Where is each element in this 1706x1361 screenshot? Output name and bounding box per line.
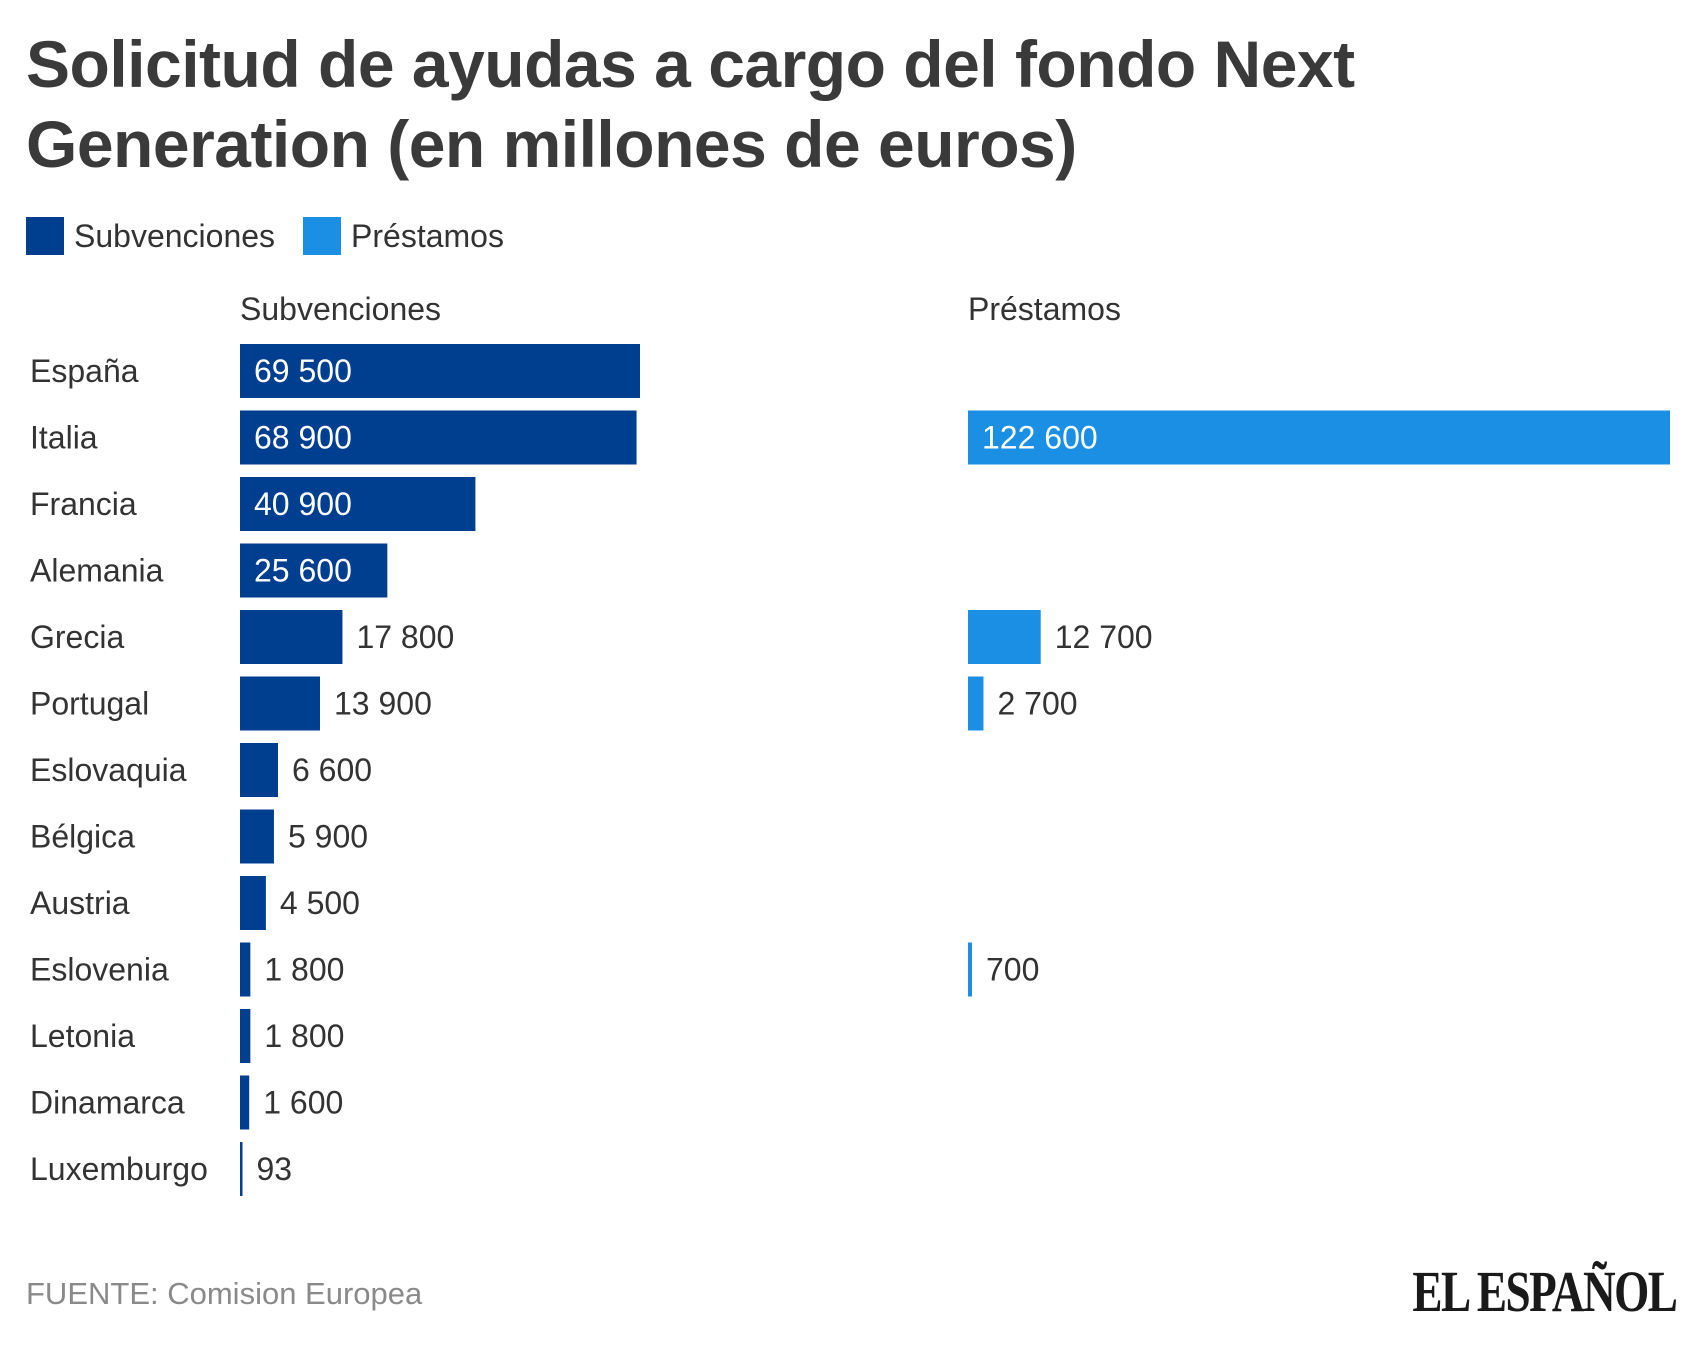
chart-title: Solicitud de ayudas a cargo del fondo Ne… [26,27,1355,181]
data-label-prestamos: 12 700 [1055,619,1153,655]
bar-prestamos [968,610,1041,664]
data-label-subvenciones: 25 600 [254,553,352,589]
data-label-prestamos: 700 [986,952,1039,988]
legend-label-subvenciones: Subvenciones [74,217,276,254]
bar-subvenciones [240,1075,250,1130]
panel-header-prestamos: Préstamos [968,291,1121,327]
bar-subvenciones [240,410,637,465]
bar-subvenciones [240,809,274,864]
data-label-subvenciones: 13 900 [334,686,432,722]
category-label: Austria [30,885,130,921]
data-label-prestamos: 122 600 [982,420,1098,456]
data-label-subvenciones: 1 800 [264,1018,344,1054]
bar-subvenciones [240,610,343,664]
bar-prestamos [968,676,984,731]
data-label-subvenciones: 1 800 [264,952,344,988]
data-label-subvenciones: 17 800 [356,619,454,655]
bar-subvenciones [240,1142,243,1196]
category-label: Italia [30,420,98,456]
legend-swatch-prestamos [303,217,342,255]
category-label: Letonia [30,1018,135,1054]
data-label-subvenciones: 93 [257,1151,293,1187]
category-label: Luxemburgo [30,1151,208,1187]
data-label-subvenciones: 40 900 [254,486,352,522]
data-label-subvenciones: 6 600 [292,752,372,788]
bar-subvenciones [240,344,640,398]
data-label-prestamos: 2 700 [997,686,1077,722]
category-label: Eslovaquia [30,752,187,788]
data-label-subvenciones: 68 900 [254,420,352,456]
chart-legend: Subvenciones Préstamos [26,214,532,258]
data-label-subvenciones: 69 500 [254,353,352,389]
category-label: Eslovenia [30,952,169,988]
data-label-subvenciones: 1 600 [263,1085,343,1121]
legend-label-prestamos: Préstamos [351,217,504,254]
bar-subvenciones [240,676,320,731]
legend-item-subvenciones: Subvenciones [26,217,275,255]
legend-swatch-subvenciones [26,217,64,255]
data-label-subvenciones: 4 500 [280,885,360,921]
category-label: Francia [30,486,137,522]
bar-chart: Subvenciones Préstamos España 69 500 Italia 6… [30,291,1670,1196]
bar-prestamos [968,942,973,997]
bar-subvenciones [240,942,251,997]
category-label: Dinamarca [30,1085,185,1121]
source-note: FUENTE: Comision Europea [26,1276,423,1311]
legend-item-prestamos: Préstamos [303,217,504,255]
bar-subvenciones [240,543,388,598]
category-label: Portugal [30,686,149,722]
bar-prestamos [968,410,1670,465]
category-label: Bélgica [30,819,135,855]
brand-logo: EL ESPAÑOL [1412,1259,1677,1324]
data-label-subvenciones: 5 900 [288,819,368,855]
category-label: España [30,353,139,389]
bar-subvenciones [240,876,266,930]
category-label: Grecia [30,619,124,655]
panel-header-subvenciones: Subvenciones [240,291,441,327]
bar-subvenciones [240,477,476,531]
bar-subvenciones [240,1009,251,1063]
category-label: Alemania [30,553,164,589]
bar-subvenciones [240,743,278,797]
